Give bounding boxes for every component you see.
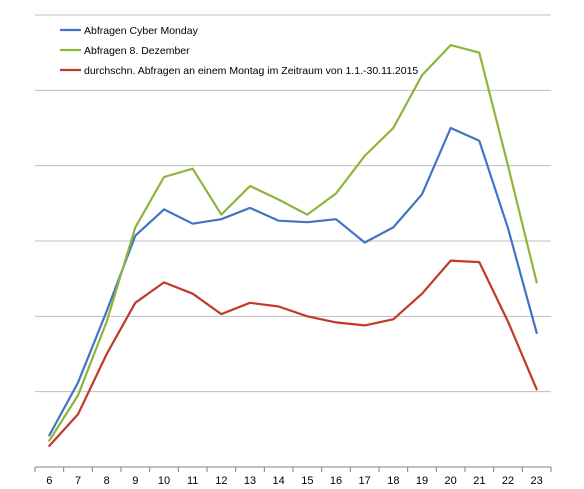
x-tick-label: 9 [132,475,138,487]
series-lines [48,43,538,447]
legend-label: Abfragen Cyber Monday [84,25,199,37]
x-tick-label: 6 [46,475,52,487]
x-tick-label: 22 [502,475,514,487]
x-tick-label: 19 [416,475,428,487]
x-tick-label: 20 [445,475,457,487]
x-tick-label: 21 [473,475,485,487]
x-tick-label: 11 [187,475,198,487]
legend-label: durchschn. Abfragen an einem Montag im Z… [84,65,418,77]
series-line-2 [48,43,538,442]
x-tick-label: 14 [273,475,285,487]
x-tick-label: 10 [158,475,170,487]
gridlines [35,14,551,393]
series-line-3 [48,259,538,447]
x-tick-label: 23 [531,475,543,487]
x-tick-label: 15 [301,475,313,487]
x-tick-label: 16 [330,475,342,487]
x-tick-label: 7 [75,475,81,487]
x-tick-label: 12 [215,475,227,487]
legend: Abfragen Cyber Monday Abfragen 8. Dezembe… [60,25,418,77]
x-axis: 6 7 8 9 10 11 12 13 14 15 16 17 18 19 20 21 22 23 [34,466,552,487]
x-tick-label: 18 [387,475,399,487]
series-line-1 [48,126,538,437]
x-tick-label: 13 [244,475,256,487]
x-tick-label: 17 [359,475,371,487]
legend-label: Abfragen 8. Dezember [84,45,190,57]
x-tick-label: 8 [104,475,110,487]
